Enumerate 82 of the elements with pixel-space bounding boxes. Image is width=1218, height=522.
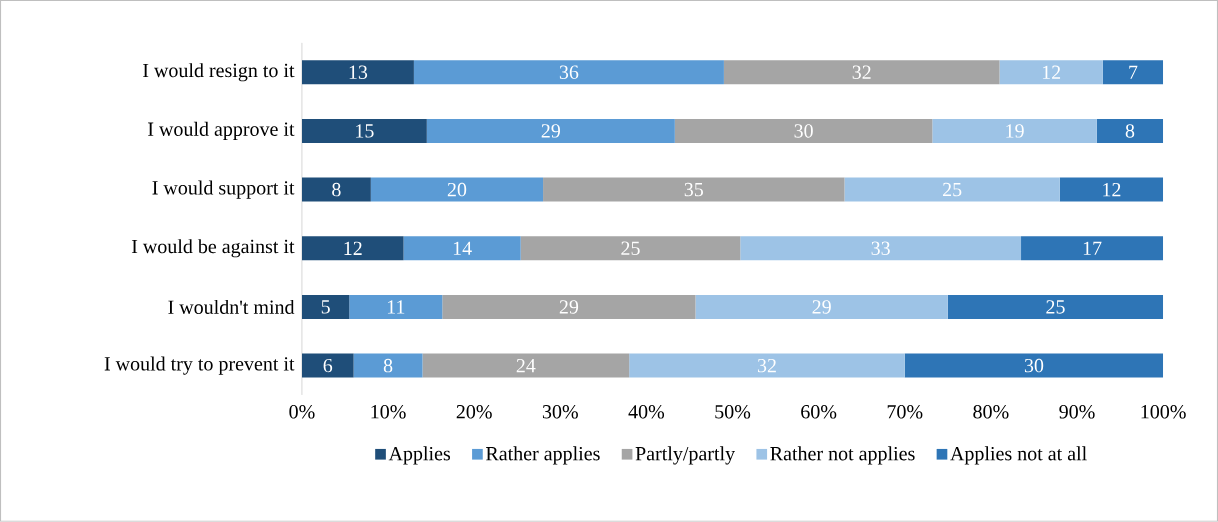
bar [301, 236, 404, 261]
data-label: 25 [621, 241, 640, 256]
bar [1021, 236, 1164, 261]
bar [442, 295, 696, 320]
bar [422, 353, 630, 378]
x-tick-label: 60% [801, 405, 837, 419]
bar [999, 60, 1103, 85]
y-tick-label: I would approve it [148, 121, 295, 141]
data-label: 12 [1103, 183, 1121, 197]
y-tick-label: I would support it [152, 180, 295, 199]
data-label: 13 [349, 65, 368, 80]
legend-label: Applies [388, 446, 451, 465]
bar [426, 118, 675, 143]
data-label: 30 [1024, 358, 1044, 373]
bar [301, 60, 414, 85]
data-label: 30 [794, 124, 813, 138]
data-label: 6 [323, 358, 333, 373]
bar [674, 118, 933, 143]
bar [520, 236, 741, 261]
data-label: 19 [1006, 124, 1024, 138]
y-tick-label: I would try to prevent it [104, 356, 295, 375]
bar [904, 353, 1164, 378]
data-label: 35 [684, 182, 703, 197]
data-label: 25 [943, 182, 962, 197]
bar [370, 177, 544, 202]
data-label: 33 [871, 241, 890, 256]
bar [301, 118, 427, 143]
bar [932, 118, 1097, 143]
legend-label: Rather not applies [770, 446, 915, 465]
y-tick-label: I would be against it [131, 239, 295, 258]
bar [301, 353, 354, 378]
y-tick-label: I would resign to it [143, 63, 295, 82]
data-label: 29 [812, 300, 831, 314]
bar [301, 295, 350, 320]
bar [1059, 177, 1164, 202]
x-tick-label: 90% [1059, 405, 1095, 419]
data-label: 14 [453, 241, 472, 255]
data-label: 36 [559, 65, 579, 80]
data-label: 12 [1042, 65, 1061, 79]
x-tick-label: 10% [371, 405, 406, 419]
bar [723, 60, 1000, 85]
bar [947, 295, 1164, 320]
legend-label: Rather applies [486, 446, 600, 465]
x-tick-label: 0% [289, 405, 315, 419]
bar [543, 177, 845, 202]
bar [740, 236, 1022, 261]
data-label: 32 [757, 358, 776, 373]
bar [349, 295, 443, 320]
data-label: 24 [516, 359, 536, 373]
bar [301, 177, 371, 202]
x-tick-label: 40% [628, 405, 665, 419]
x-tick-label: 100% [1141, 405, 1186, 419]
bar [1096, 118, 1164, 143]
bar [629, 353, 905, 378]
data-label: 25 [1046, 300, 1065, 314]
x-tick-label: 80% [973, 405, 1009, 419]
legend-label: Applies not at all [950, 446, 1087, 465]
data-label: 7 [1129, 65, 1138, 79]
data-label: 29 [541, 124, 560, 138]
x-tick-label: 30% [542, 405, 578, 419]
data-label: 12 [344, 241, 362, 255]
data-label: 11 [387, 300, 405, 314]
bar [1102, 60, 1164, 85]
data-label: 8 [332, 182, 341, 197]
y-tick-label: I wouldn't mind [168, 299, 295, 315]
x-tick-label: 70% [887, 405, 923, 419]
legend-label: Partly/partly [635, 446, 736, 465]
data-label: 29 [559, 300, 579, 314]
bar [413, 60, 724, 85]
bar [695, 295, 948, 320]
data-label: 8 [383, 358, 393, 373]
data-label: 17 [1083, 241, 1102, 255]
bar [844, 177, 1060, 202]
data-label: 32 [852, 65, 871, 80]
data-label: 8 [1125, 124, 1135, 138]
data-label: 15 [356, 124, 374, 138]
bar [353, 353, 423, 378]
x-tick-label: 50% [715, 405, 751, 419]
data-label: 20 [447, 182, 467, 197]
x-tick-label: 20% [456, 405, 492, 419]
data-label: 5 [321, 300, 330, 314]
bar [403, 236, 521, 261]
